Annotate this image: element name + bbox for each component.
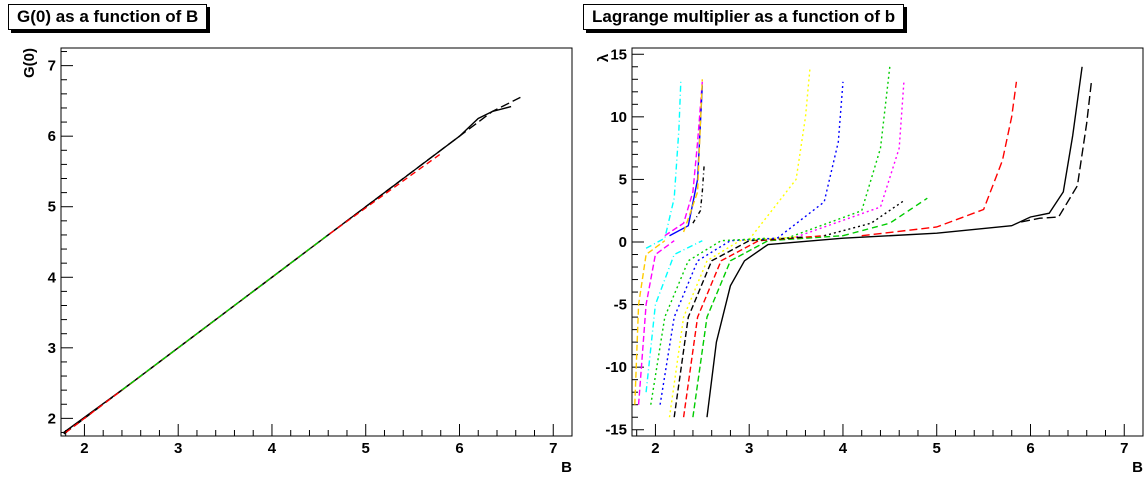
x-tick-label: 3 [174,440,182,457]
plot-1: 2 3 4 5 6 7 -15 -10 -5 0 5 10 15 Bλ [595,46,1144,476]
series-line-15 [682,235,825,418]
y-tick-label: 2 [48,410,56,427]
series-line-2 [65,153,442,434]
y-axis-title: λ [595,53,612,62]
series-line-4 [824,200,905,237]
plot-frame [60,47,573,437]
series-line-17 [668,236,797,418]
y-tick-label: 6 [48,128,56,145]
y-tick-label: 3 [48,340,56,357]
series-line-7 [776,81,844,239]
series-line-0 [706,66,1083,418]
series-line-3 [121,234,329,391]
y-tick-label: 7 [48,58,56,75]
x-tick-label: 4 [839,440,848,457]
series-line-19 [650,237,769,405]
y-tick-label: 15 [610,46,627,63]
y-tick-label: 5 [619,171,627,188]
series-line-16 [673,236,806,418]
x-tick-label: 4 [268,440,277,457]
y-axis-title: G(0) [21,48,38,78]
plot-frame [631,47,1144,437]
series-line-1 [63,96,521,435]
series-line-5 [795,81,905,238]
x-axis-title: B [1132,459,1143,476]
x-axis-title: B [561,459,572,476]
x-tick-label: 2 [80,440,88,457]
series-group [63,96,521,435]
x-tick-label: 5 [362,440,370,457]
series-line-14 [692,235,844,418]
series-line-22 [634,240,666,405]
y-tick-label: -5 [614,297,627,314]
series-line-12 [645,81,682,249]
x-tick-label: 6 [1026,440,1034,457]
y-tick-label: 5 [48,199,56,216]
y-tick-label: 0 [619,234,627,251]
left-chart-title: G(0) as a function of B [8,4,208,30]
series-line-2 [861,81,1018,237]
x-tick-label: 2 [651,440,659,457]
y-tick-label: 10 [610,109,627,126]
y-tick-label: -15 [605,422,627,439]
x-tick-label: 5 [933,440,941,457]
series-line-21 [637,240,675,405]
series-line-13 [682,79,703,233]
x-tick-label: 6 [455,440,463,457]
x-tick-label: 7 [1120,440,1128,457]
series-line-6 [786,66,891,239]
x-tick-label: 3 [745,440,753,457]
series-group [634,66,1093,418]
series-line-10 [664,81,703,237]
y-tick-label: 4 [48,269,57,286]
right-chart-title: Lagrange multiplier as a function of b [583,4,905,30]
series-line-18 [659,237,778,405]
series-line-1 [1020,81,1093,223]
x-tick-label: 7 [549,440,557,457]
series-line-8 [748,66,811,240]
series-line-20 [645,240,703,393]
y-tick-label: -10 [605,359,627,376]
series-line-9 [692,164,705,224]
